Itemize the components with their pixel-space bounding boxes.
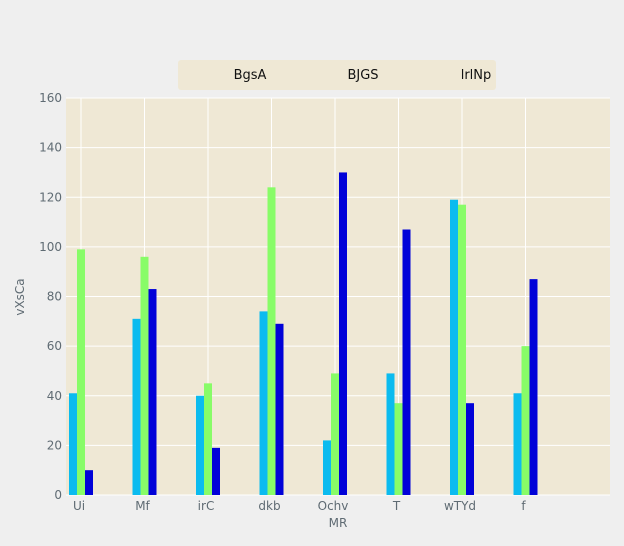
- bar-lrlNp-Ui: [85, 470, 93, 495]
- bar-BgsA-dkb: [259, 311, 268, 495]
- bar-lrlNp-f: [529, 279, 538, 495]
- bar-BgsA-wTYd: [450, 199, 458, 495]
- legend-entry-3: lrlNp: [461, 68, 492, 83]
- y-tick-label: 40: [47, 389, 62, 403]
- x-tick-label: Ochv: [318, 499, 349, 513]
- bar-BgsA-Ui: [69, 393, 77, 495]
- bar-BJGS-Mf: [140, 256, 149, 495]
- x-tick-label: Mf: [135, 499, 150, 513]
- y-axis-title: vXsCa: [13, 278, 27, 315]
- bar-BJGS-f: [521, 346, 530, 495]
- x-tick-label: Ui: [73, 499, 85, 513]
- y-tick-label: 140: [39, 141, 62, 155]
- legend-entry-1: BgsA: [234, 68, 267, 83]
- bar-lrlNp-irC: [212, 447, 220, 495]
- y-tick-label: 60: [47, 339, 62, 353]
- x-tick-label: wTYd: [444, 499, 476, 513]
- bar-BJGS-T: [394, 403, 403, 495]
- y-tick-label: 160: [39, 91, 62, 105]
- y-tick-label: 100: [39, 240, 62, 254]
- legend: BgsA BJGS lrlNp: [178, 60, 496, 90]
- y-axis-ticks: 0 20 40 60 80 100 120 140 160: [39, 91, 62, 502]
- y-tick-label: 20: [47, 438, 62, 452]
- bar-lrlNp-T: [402, 229, 411, 495]
- bar-lrlNp-wTYd: [466, 403, 474, 495]
- y-tick-label: 80: [47, 290, 62, 304]
- bar-BgsA-f: [513, 393, 522, 495]
- x-tick-label: T: [392, 499, 401, 513]
- x-axis-title: MR: [329, 516, 348, 530]
- bar-lrlNp-Mf: [148, 289, 157, 495]
- y-tick-label: 0: [54, 488, 62, 502]
- legend-entry-2: BJGS: [347, 68, 378, 83]
- bar-BJGS-Ochv: [331, 373, 339, 495]
- bars: [69, 172, 538, 495]
- x-tick-label: f: [521, 499, 526, 513]
- bar-lrlNp-dkb: [275, 323, 284, 495]
- bar-BJGS-irC: [204, 383, 212, 495]
- bar-BJGS-dkb: [267, 187, 276, 495]
- bar-BgsA-T: [386, 373, 395, 495]
- bar-BgsA-Ochv: [323, 440, 331, 495]
- bar-lrlNp-Ochv: [339, 172, 347, 495]
- bar-BJGS-Ui: [77, 249, 85, 495]
- x-tick-label: irC: [198, 499, 215, 513]
- bar-BgsA-irC: [196, 395, 204, 495]
- y-tick-label: 120: [39, 190, 62, 204]
- x-tick-label: dkb: [258, 499, 280, 513]
- bar-BgsA-Mf: [132, 318, 141, 495]
- bar-BJGS-wTYd: [458, 204, 466, 495]
- legend-box: [178, 60, 496, 90]
